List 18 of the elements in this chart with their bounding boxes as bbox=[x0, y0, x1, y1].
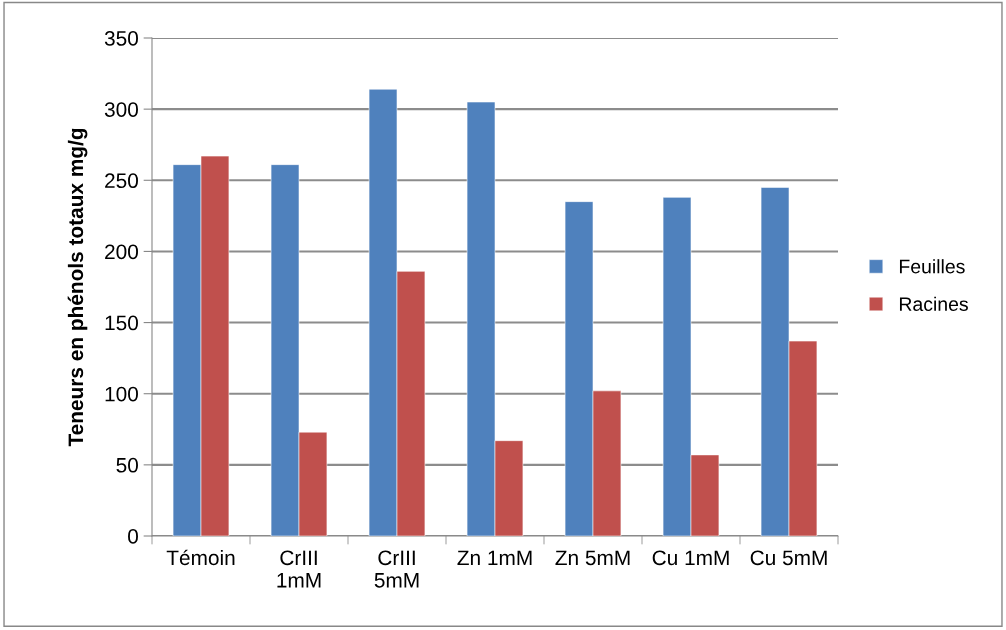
x-tick-label: Cu 5mM bbox=[750, 550, 827, 566]
legend-label: Racines bbox=[899, 296, 968, 311]
y-axis-title: Teneurs en phénols totaux mg/g bbox=[67, 128, 88, 447]
x-tick-label: Cu 1mM bbox=[652, 550, 729, 566]
y-tick-label: 150 bbox=[105, 315, 138, 331]
x-tick-label: Témoin bbox=[166, 549, 235, 566]
legend-label: Feuilles bbox=[899, 259, 965, 274]
y-tick-label: 100 bbox=[105, 386, 138, 402]
y-tick-label: 200 bbox=[105, 244, 138, 260]
x-tick-label: Zn 1mM bbox=[457, 550, 532, 565]
x-tick-label: CrIII 1mM bbox=[277, 550, 321, 588]
x-tick-label: Zn 5mM bbox=[555, 550, 630, 566]
y-tick-label: 0 bbox=[128, 529, 138, 544]
y-tick-label: 300 bbox=[104, 102, 138, 117]
y-tick-label: 250 bbox=[105, 173, 138, 189]
y-tick-label: 50 bbox=[116, 457, 138, 473]
y-tick-label: 350 bbox=[104, 31, 138, 46]
x-tick-label: CrIII 5mM bbox=[374, 550, 419, 588]
